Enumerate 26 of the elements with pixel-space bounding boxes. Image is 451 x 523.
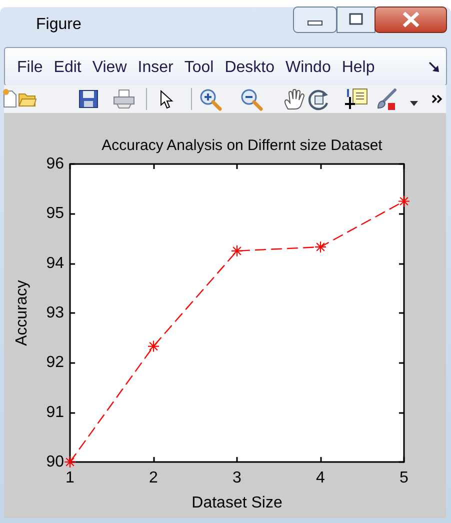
y-tick-label: 95 — [46, 205, 64, 222]
text: Tool — [184, 58, 214, 78]
x-tick-label: 4 — [316, 470, 326, 486]
text: View — [92, 58, 127, 78]
x-tick-label: 1 — [66, 470, 75, 486]
y-axis-title: Accuracy — [14, 280, 30, 346]
chart-title: Accuracy Analysis on Differnt size Dataset — [102, 137, 384, 154]
point — [148, 340, 159, 352]
text: Edit — [54, 58, 82, 78]
text: Help — [342, 58, 375, 78]
x-tick-label: 3 — [232, 470, 242, 486]
text: Deskto — [224, 58, 274, 78]
x-tick-label: 2 — [149, 470, 158, 486]
text: Inser — [138, 58, 174, 78]
y-tick-label: 91 — [46, 404, 64, 421]
text: File — [17, 58, 43, 78]
y-tick-label: 96 — [46, 156, 64, 172]
x-tick-label: 5 — [400, 470, 409, 486]
y-tick-label: 90 — [46, 454, 64, 470]
y-tick-label: 94 — [46, 254, 64, 272]
text: Windo — [285, 58, 331, 78]
point — [398, 196, 410, 207]
text: Figure — [36, 15, 82, 35]
x-axis-title: Dataset Size — [192, 494, 282, 512]
y-tick-label: 93 — [46, 304, 64, 322]
y-tick-label: 92 — [46, 354, 64, 372]
